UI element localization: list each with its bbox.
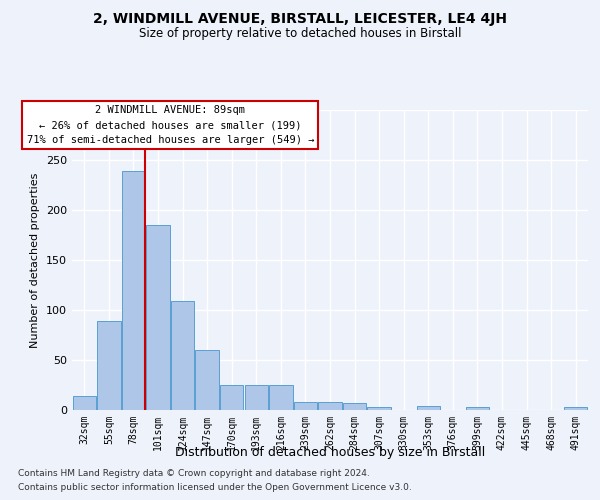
Text: Distribution of detached houses by size in Birstall: Distribution of detached houses by size … [175,446,485,459]
Text: Contains public sector information licensed under the Open Government Licence v3: Contains public sector information licen… [18,484,412,492]
Bar [564,407,587,410]
Bar [73,396,96,410]
Bar [245,385,268,410]
Bar [146,225,170,410]
Bar [97,321,121,410]
Bar [269,385,293,410]
Text: 2, WINDMILL AVENUE, BIRSTALL, LEICESTER, LE4 4JH: 2, WINDMILL AVENUE, BIRSTALL, LEICESTER,… [93,12,507,26]
Bar [196,350,219,410]
Text: Size of property relative to detached houses in Birstall: Size of property relative to detached ho… [139,28,461,40]
Bar [220,385,244,410]
Bar [294,402,317,410]
Bar [466,407,489,410]
Bar [367,407,391,410]
Bar [122,171,145,410]
Y-axis label: Number of detached properties: Number of detached properties [31,172,40,348]
Bar [343,403,366,410]
Bar [319,402,341,410]
Text: Contains HM Land Registry data © Crown copyright and database right 2024.: Contains HM Land Registry data © Crown c… [18,468,370,477]
Text: 2 WINDMILL AVENUE: 89sqm
← 26% of detached houses are smaller (199)
71% of semi-: 2 WINDMILL AVENUE: 89sqm ← 26% of detach… [26,105,314,145]
Bar [416,406,440,410]
Bar [171,301,194,410]
